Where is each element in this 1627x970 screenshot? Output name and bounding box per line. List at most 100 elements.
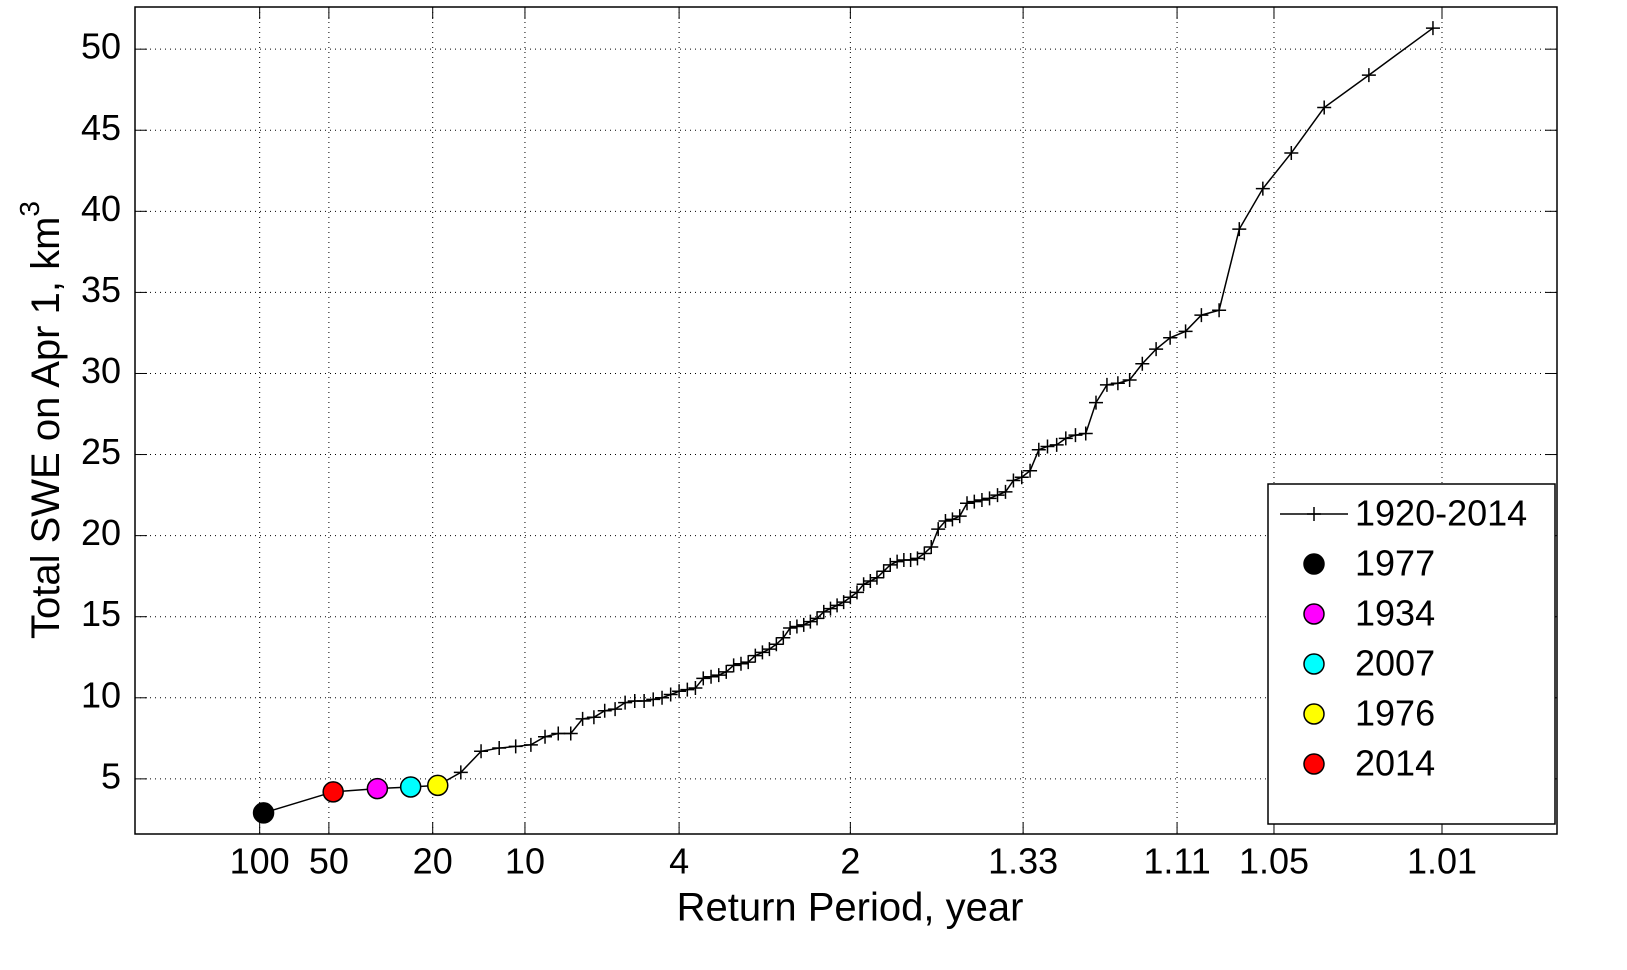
point-marker: [776, 630, 791, 645]
y-tick-label: 15: [81, 593, 121, 634]
point-marker: [646, 692, 661, 707]
point-marker: [322, 781, 344, 803]
point-marker: [810, 611, 825, 626]
y-tick-label: 30: [81, 350, 121, 391]
point-marker: [618, 695, 633, 710]
point-marker: [1122, 372, 1137, 387]
point-marker: [850, 585, 865, 600]
point-marker: [663, 687, 678, 702]
series-line: [263, 27, 1434, 814]
y-tick-label: 35: [81, 269, 121, 310]
point-marker: [1163, 330, 1178, 345]
point-marker: [945, 512, 960, 527]
legend-label: 1920-2014: [1355, 493, 1527, 534]
point-marker: [474, 744, 489, 759]
point-marker: [492, 741, 507, 756]
x-tick-label: 10: [505, 841, 545, 882]
point-marker: [1031, 442, 1046, 457]
x-tick-label: 1.05: [1239, 841, 1309, 882]
legend-marker: [1307, 507, 1321, 521]
point-marker: [960, 496, 975, 511]
point-marker: [783, 621, 798, 636]
point-marker: [680, 682, 695, 697]
legend-label: 1977: [1355, 543, 1435, 584]
point-marker: [803, 614, 818, 629]
point-marker: [998, 484, 1013, 499]
point-marker: [917, 546, 932, 561]
x-tick-label: 50: [309, 841, 349, 882]
point-marker: [789, 619, 804, 634]
point-marker: [1212, 303, 1227, 318]
point-marker: [608, 702, 623, 717]
point-marker: [1149, 342, 1164, 357]
point-marker: [1284, 145, 1299, 160]
y-tick-label: 10: [81, 674, 121, 715]
point-marker: [575, 711, 590, 726]
point-marker: [1232, 222, 1247, 237]
point-marker: [769, 637, 784, 652]
legend-marker: [1303, 553, 1325, 575]
point-marker: [704, 669, 719, 684]
y-tick-label: 20: [81, 512, 121, 553]
point-marker: [711, 668, 726, 683]
point-marker: [876, 564, 891, 579]
point-marker: [655, 690, 670, 705]
point-marker: [869, 570, 884, 585]
point-marker: [982, 491, 997, 506]
point-marker: [1255, 181, 1270, 196]
point-marker: [890, 554, 905, 569]
point-marker: [1040, 439, 1055, 454]
point-marker: [523, 737, 538, 752]
point-marker: [755, 645, 770, 660]
point-marker: [696, 671, 711, 686]
point-marker: [453, 765, 468, 780]
legend-marker: [1303, 753, 1325, 775]
x-axis-label: Return Period, year: [677, 886, 1024, 930]
point-marker: [427, 774, 449, 797]
y-tick-label: 5: [101, 755, 121, 796]
point-marker: [1058, 431, 1073, 446]
point-marker: [1023, 463, 1038, 478]
point-marker: [931, 522, 946, 537]
point-marker: [1317, 100, 1332, 115]
y-tick-label: 25: [81, 431, 121, 472]
point-marker: [563, 726, 578, 741]
point-marker: [672, 684, 687, 699]
point-marker: [924, 539, 939, 554]
point-marker: [1014, 470, 1029, 485]
point-marker: [1110, 376, 1125, 391]
point-marker: [1361, 68, 1376, 83]
point-marker: [1135, 356, 1150, 371]
point-marker: [830, 598, 845, 613]
point-marker: [399, 776, 422, 798]
x-tick-label: 1.33: [988, 841, 1058, 882]
point-marker: [1099, 377, 1114, 392]
y-tick-label: 40: [81, 188, 121, 229]
x-tick-label: 100: [230, 841, 290, 882]
point-marker: [741, 655, 756, 670]
x-tick-label: 4: [669, 841, 689, 882]
point-marker: [1068, 428, 1083, 443]
y-axis-label-text: Total SWE on Apr 1, km: [24, 217, 68, 639]
point-marker: [726, 658, 741, 673]
point-marker: [903, 552, 918, 567]
point-marker: [586, 710, 601, 725]
point-marker: [366, 777, 389, 800]
point-marker: [733, 656, 748, 671]
x-tick-label: 2: [840, 841, 860, 882]
point-marker: [597, 703, 612, 718]
point-marker: [508, 739, 523, 754]
point-marker: [637, 694, 652, 709]
point-marker: [1088, 395, 1103, 410]
point-marker: [551, 726, 566, 741]
point-marker: [252, 802, 275, 824]
x-tick-label: 1.11: [1143, 841, 1210, 882]
x-tick-label: 20: [413, 841, 453, 882]
point-marker: [952, 509, 967, 524]
point-marker: [938, 514, 953, 529]
legend-label: 1976: [1355, 693, 1435, 734]
point-marker: [1194, 308, 1209, 323]
point-marker: [816, 604, 831, 619]
legend-marker: [1303, 703, 1325, 725]
